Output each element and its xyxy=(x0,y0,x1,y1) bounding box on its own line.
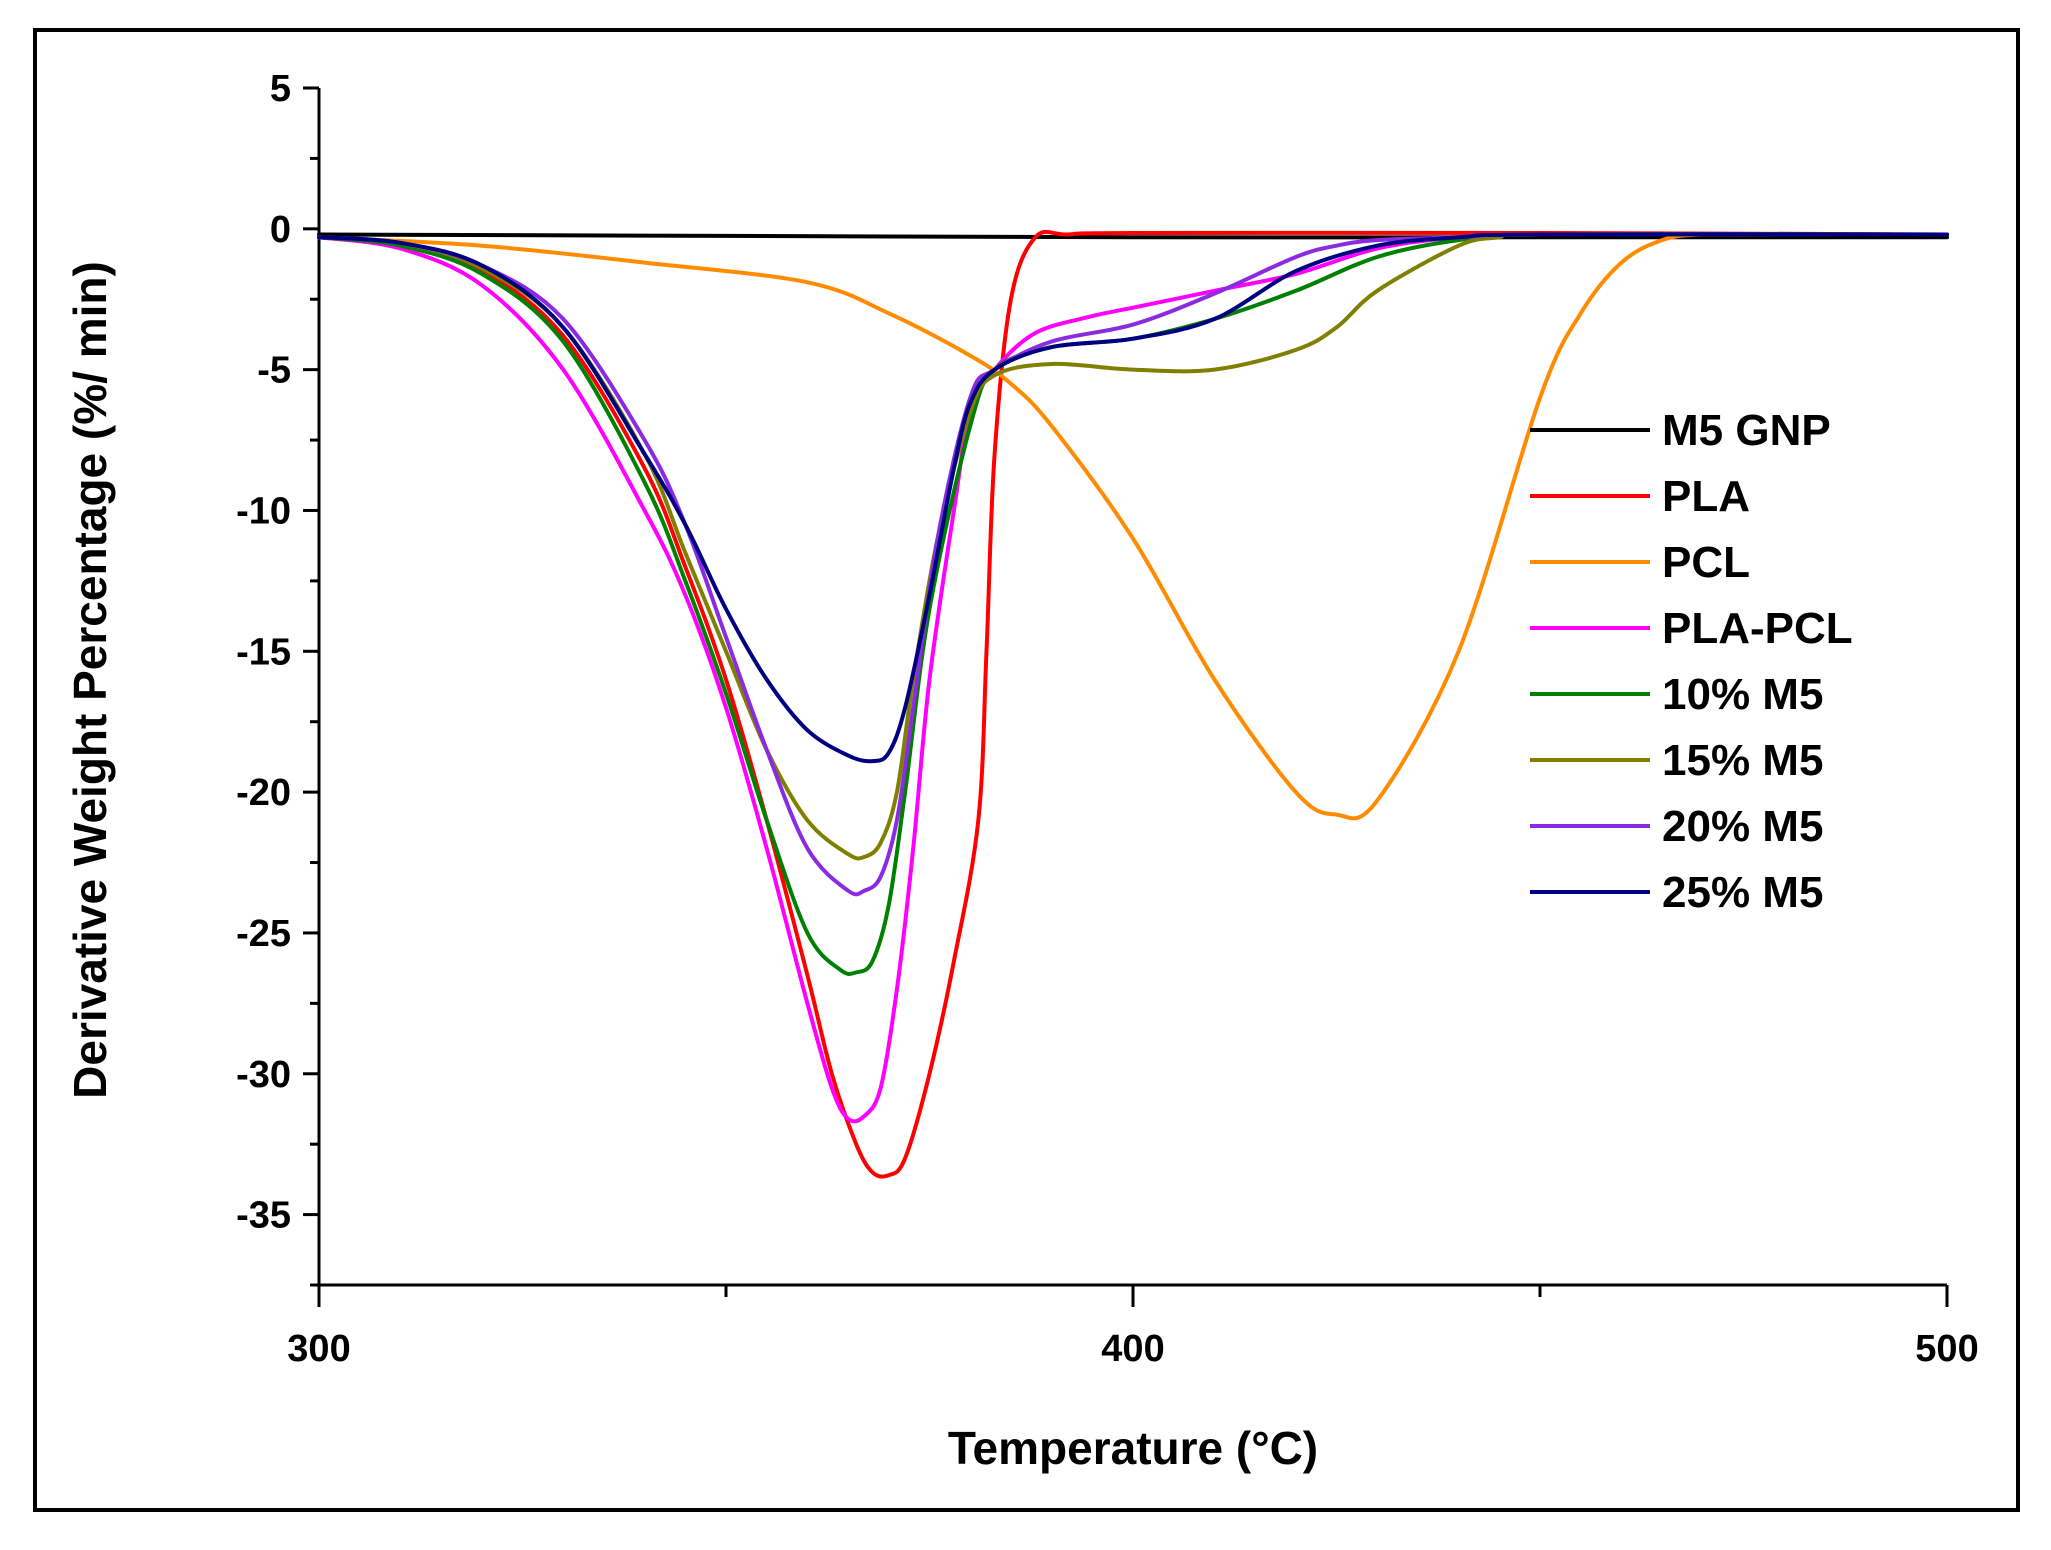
series-line-pla xyxy=(317,229,1949,1179)
y-tick-label: -5 xyxy=(257,350,291,392)
x-tick-label: 400 xyxy=(1101,1328,1164,1370)
y-tick-label: -25 xyxy=(236,913,291,955)
y-tick-label: -10 xyxy=(236,490,291,532)
y-tick-label: 5 xyxy=(270,68,291,110)
y-axis-title: Derivative Weight Percentage (%/ min) xyxy=(64,261,116,1099)
series-line-25pct-m5 xyxy=(317,232,1949,764)
y-tick-label: -20 xyxy=(236,772,291,814)
legend: M5 GNP PLA PCL PLA-PCL 10% M5 15% M5 20% M5 25%… xyxy=(1530,406,1853,917)
series-line-pcl xyxy=(317,232,1949,821)
y-tick-label: -35 xyxy=(236,1195,291,1237)
series-line-10pct-m5 xyxy=(317,232,1949,976)
legend-label-10pct-m5: 10% M5 xyxy=(1662,670,1823,719)
x-tick-label: 300 xyxy=(287,1328,350,1370)
series-line-20pct-m5 xyxy=(317,232,1949,897)
y-tick-label: -15 xyxy=(236,631,291,673)
legend-label-pla: PLA xyxy=(1662,472,1750,521)
y-ticks: 5 0 -5 -10 -15 -20 -25 -30 -35 xyxy=(236,68,319,1287)
y-tick-label: -30 xyxy=(236,1054,291,1096)
y-tick-label: 0 xyxy=(270,209,291,251)
series-line-pla-pcl xyxy=(317,232,1949,1124)
legend-label-15pct-m5: 15% M5 xyxy=(1662,736,1823,785)
legend-label-20pct-m5: 20% M5 xyxy=(1662,802,1823,851)
legend-label-pla-pcl: PLA-PCL xyxy=(1662,604,1853,653)
x-axis-title: Temperature (°C) xyxy=(948,1422,1318,1474)
x-ticks: 300 400 500 xyxy=(287,1285,1979,1370)
legend-label-pcl: PCL xyxy=(1662,538,1750,587)
figure-frame xyxy=(33,28,2020,1512)
legend-label-25pct-m5: 25% M5 xyxy=(1662,868,1823,917)
series-group xyxy=(317,229,1949,1179)
legend-label-m5-gnp: M5 GNP xyxy=(1662,406,1831,455)
x-tick-label: 500 xyxy=(1915,1328,1978,1370)
